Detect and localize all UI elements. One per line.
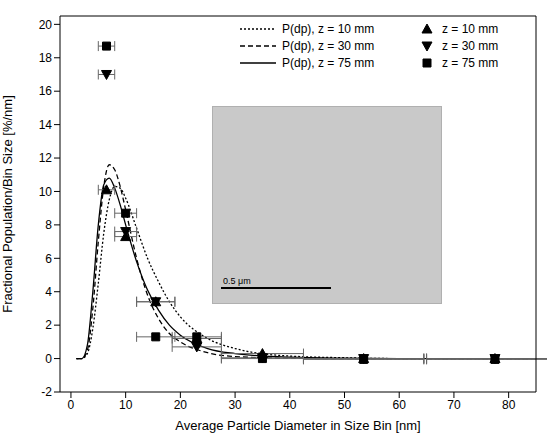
html-text:z = 30 mm: z = 30 mm <box>442 39 499 53</box>
svg-text:80: 80 <box>502 398 516 412</box>
svg-text:0: 0 <box>68 398 75 412</box>
svg-text:50: 50 <box>338 398 352 412</box>
html-text:P(dp), z = 75 mm: P(dp), z = 75 mm <box>282 56 375 70</box>
svg-text:Average Particle Diameter in S: Average Particle Diameter in Size Bin [n… <box>175 418 420 433</box>
html-text:P(dp), z = 30 mm: P(dp), z = 30 mm <box>282 39 375 53</box>
svg-text:-2: -2 <box>41 385 52 399</box>
svg-text:16: 16 <box>39 84 53 98</box>
svg-text:40: 40 <box>283 398 297 412</box>
svg-text:14: 14 <box>39 118 53 132</box>
svg-text:18: 18 <box>39 51 53 65</box>
svg-text:6: 6 <box>45 252 52 266</box>
html-text:z = 10 mm: z = 10 mm <box>442 22 499 36</box>
svg-text:0: 0 <box>45 352 52 366</box>
svg-text:4: 4 <box>45 285 52 299</box>
svg-text:Fractional Population/Bin Size: Fractional Population/Bin Size [%/nm] <box>0 95 15 313</box>
html-text:z = 75 mm: z = 75 mm <box>442 56 499 70</box>
svg-text:10: 10 <box>39 185 53 199</box>
svg-text:8: 8 <box>45 218 52 232</box>
svg-text:10: 10 <box>119 398 133 412</box>
svg-text:60: 60 <box>393 398 407 412</box>
svg-text:30: 30 <box>228 398 242 412</box>
svg-text:20: 20 <box>39 18 53 32</box>
html-text:0.5 μm: 0.5 μm <box>223 276 251 286</box>
svg-text:20: 20 <box>174 398 188 412</box>
svg-text:70: 70 <box>447 398 461 412</box>
svg-text:12: 12 <box>39 151 53 165</box>
html-text:P(dp), z = 10 mm: P(dp), z = 10 mm <box>282 22 375 36</box>
svg-text:2: 2 <box>45 318 52 332</box>
